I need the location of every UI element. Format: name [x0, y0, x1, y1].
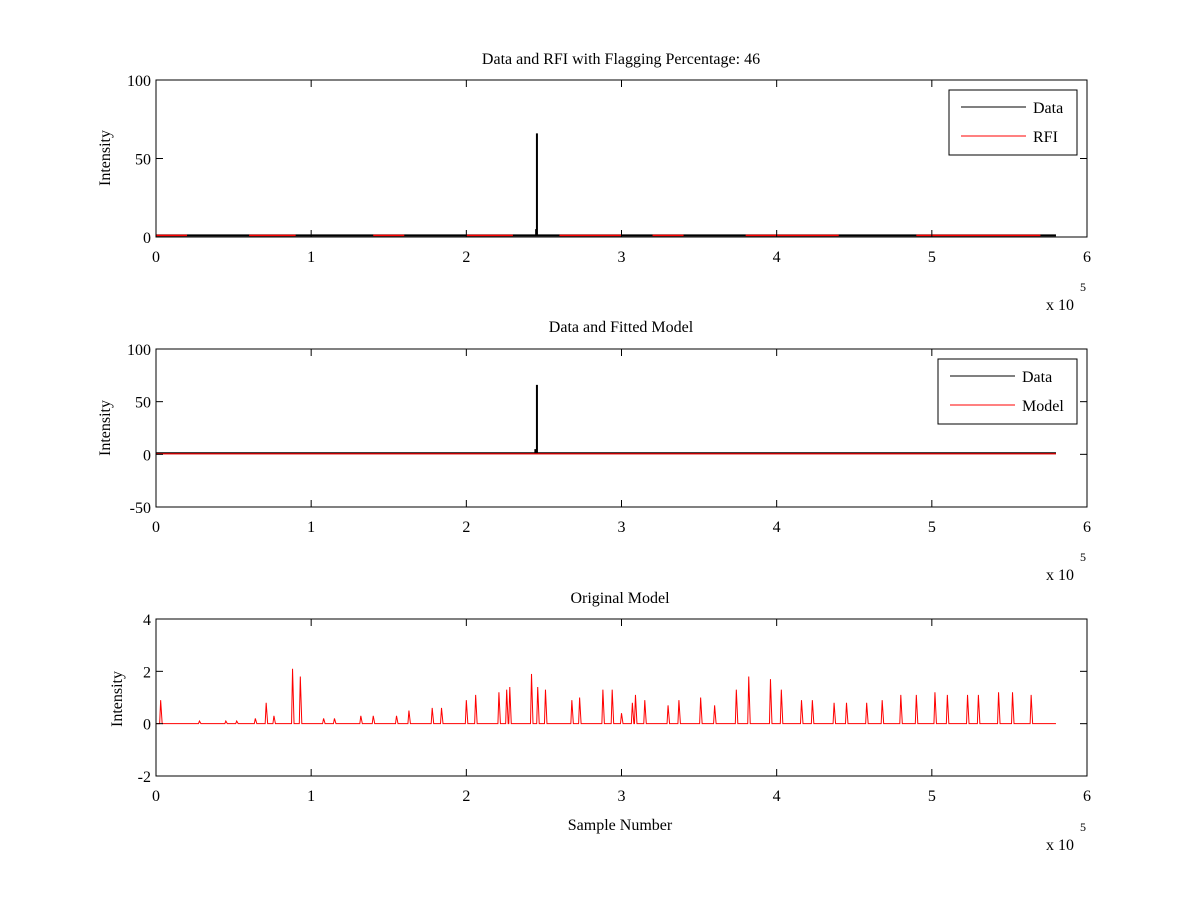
- subplot-1-ylabel: Intensity: [97, 130, 114, 186]
- subplot-2-x-multiplier: x 10: [1046, 567, 1074, 584]
- x-tick-label: 3: [618, 788, 626, 805]
- y-tick-label: 50: [135, 395, 151, 412]
- series-data-line: [156, 133, 1056, 237]
- x-tick-label: 1: [307, 249, 315, 266]
- x-tick-label: 6: [1083, 788, 1091, 805]
- subplot-3-title: Original Model: [570, 590, 670, 607]
- y-tick-label: 0: [143, 230, 151, 247]
- subplot-3-ylabel: Intensity: [109, 671, 126, 727]
- subplot-1-marks: [156, 133, 1056, 237]
- subplot-1: Data and RFI with Flagging Percentage: 4…: [97, 51, 1091, 314]
- series-data: [156, 133, 1056, 237]
- legend-box: [937, 358, 1078, 425]
- subplot-3-marks: [156, 668, 1056, 725]
- legend-box: [948, 89, 1078, 156]
- legend-label-model: Model: [1022, 398, 1064, 415]
- y-tick-label: 50: [135, 152, 151, 169]
- legend-label-data: Data: [1022, 369, 1052, 386]
- x-tick-label: 1: [307, 519, 315, 536]
- subplot-1-ticks: 0 1 2 3 4 5 6 0 50 100: [127, 73, 1091, 266]
- subplot-2: Data and Fitted Model Intensity 0 1 2 3 4 5 6 -…: [97, 319, 1091, 584]
- x-tick-label: 6: [1083, 519, 1091, 536]
- x-tick-label: 3: [618, 249, 626, 266]
- subplot-2-x-exponent: 5: [1080, 550, 1086, 564]
- subplot-1-x-exponent: 5: [1080, 280, 1086, 294]
- series-model: [156, 668, 1056, 725]
- subplot-2-legend: Data Model: [937, 358, 1078, 425]
- subplot-3-x-exponent: 5: [1080, 820, 1086, 834]
- x-tick-label: 4: [773, 249, 781, 266]
- x-tick-label: 2: [462, 519, 470, 536]
- x-tick-label: 0: [152, 788, 160, 805]
- subplot-2-title: Data and Fitted Model: [549, 319, 694, 336]
- subplot-2-marks: [156, 384, 1056, 455]
- subplot-1-legend: Data RFI: [948, 89, 1078, 156]
- x-tick-label: 5: [928, 249, 936, 266]
- x-tick-label: 0: [152, 249, 160, 266]
- y-tick-label: 4: [143, 612, 151, 629]
- subplot-1-title: Data and RFI with Flagging Percentage: 4…: [482, 51, 760, 68]
- x-tick-label: 3: [618, 519, 626, 536]
- series-model-line: [156, 668, 1056, 725]
- subplot-3-xlabel: Sample Number: [568, 817, 673, 834]
- subplot-3-x-multiplier: x 10: [1046, 837, 1074, 854]
- legend-label-rfi: RFI: [1033, 129, 1058, 146]
- y-tick-label: 2: [143, 664, 151, 681]
- y-tick-label: 0: [143, 717, 151, 734]
- y-tick-label: 100: [127, 342, 151, 359]
- x-tick-label: 4: [773, 519, 781, 536]
- legend-label-data: Data: [1033, 100, 1063, 117]
- y-tick-label: -50: [130, 500, 151, 517]
- x-tick-label: 2: [462, 788, 470, 805]
- x-tick-label: 6: [1083, 249, 1091, 266]
- subplot-2-ylabel: Intensity: [97, 400, 114, 456]
- x-tick-label: 2: [462, 249, 470, 266]
- x-tick-label: 4: [773, 788, 781, 805]
- y-tick-label: 100: [127, 73, 151, 90]
- x-tick-label: 1: [307, 788, 315, 805]
- y-tick-label: -2: [138, 769, 151, 786]
- subplot-1-x-multiplier: x 10: [1046, 297, 1074, 314]
- x-tick-label: 5: [928, 519, 936, 536]
- x-tick-label: 5: [928, 788, 936, 805]
- y-tick-label: 0: [143, 447, 151, 464]
- x-tick-label: 0: [152, 519, 160, 536]
